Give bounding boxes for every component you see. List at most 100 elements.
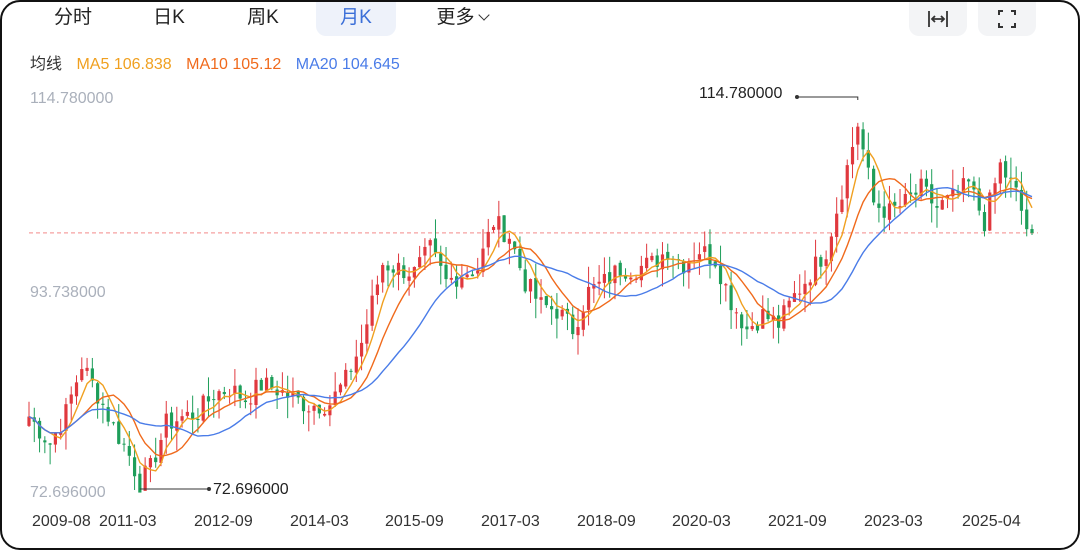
candle bbox=[613, 264, 617, 300]
candle bbox=[761, 295, 765, 329]
candle bbox=[951, 169, 955, 212]
candle bbox=[27, 401, 31, 427]
tab-label: 分时 bbox=[53, 7, 92, 28]
ma-legend-title: 均线 bbox=[30, 56, 63, 73]
candle bbox=[476, 257, 480, 279]
candle bbox=[861, 122, 865, 162]
candle bbox=[491, 224, 496, 233]
candle bbox=[740, 311, 744, 346]
candle bbox=[191, 395, 195, 435]
candle bbox=[412, 266, 416, 288]
ma20-line bbox=[28, 186, 1033, 437]
candle bbox=[544, 295, 548, 308]
candle bbox=[85, 357, 89, 377]
fullscreen-button[interactable] bbox=[978, 2, 1036, 36]
candle bbox=[718, 245, 723, 305]
candle bbox=[808, 279, 812, 306]
x-tick-label: 2011-03 bbox=[99, 513, 157, 530]
max-price-label: 114.780000 bbox=[699, 85, 783, 102]
ma10-value: MA10 105.12 bbox=[186, 56, 282, 73]
tab-label: 周K bbox=[247, 7, 279, 28]
tab-more[interactable]: 更多 bbox=[422, 2, 502, 36]
tab-weekly-k[interactable]: 周K bbox=[228, 2, 298, 36]
candle bbox=[117, 404, 121, 445]
candle bbox=[254, 367, 258, 419]
candle bbox=[111, 421, 116, 426]
candle bbox=[908, 173, 913, 203]
candle bbox=[132, 444, 137, 490]
candle bbox=[872, 165, 876, 206]
candle bbox=[856, 122, 860, 161]
candle bbox=[454, 264, 459, 299]
max-leader-dot bbox=[795, 95, 799, 99]
candle bbox=[317, 404, 321, 419]
x-tick-label: 2009-08 bbox=[32, 513, 91, 530]
tab-label: 月K bbox=[340, 7, 372, 28]
candle bbox=[581, 305, 585, 337]
candle bbox=[597, 265, 601, 296]
x-tick-label: 2021-09 bbox=[768, 513, 827, 530]
fullscreen-icon bbox=[998, 10, 1016, 28]
candle bbox=[375, 275, 380, 305]
candle bbox=[819, 254, 823, 279]
period-tabs: 分时 日K 周K 月K 更多 bbox=[2, 2, 1078, 40]
candle bbox=[433, 219, 438, 258]
candle bbox=[175, 406, 179, 451]
fit-width-button[interactable] bbox=[909, 2, 967, 36]
candle bbox=[259, 377, 263, 391]
candle bbox=[777, 304, 781, 344]
candle bbox=[703, 231, 707, 261]
candle bbox=[138, 465, 142, 493]
candle bbox=[550, 295, 554, 325]
candle bbox=[48, 442, 52, 465]
candle bbox=[755, 321, 760, 334]
candle bbox=[37, 417, 42, 453]
candle bbox=[866, 132, 870, 180]
candle bbox=[359, 324, 364, 371]
candle bbox=[418, 245, 422, 268]
candle bbox=[148, 455, 153, 483]
candle bbox=[766, 298, 770, 322]
candle bbox=[238, 384, 242, 409]
x-tick-label: 2017-03 bbox=[481, 513, 540, 530]
candle bbox=[333, 372, 337, 407]
ma5-value: MA5 106.838 bbox=[76, 56, 172, 73]
ma-legend: 均线 MA5 106.838 MA10 105.12 MA20 104.645 bbox=[30, 50, 410, 74]
candle bbox=[914, 183, 918, 208]
candle bbox=[1019, 171, 1024, 225]
candle bbox=[660, 242, 665, 287]
candle bbox=[159, 433, 163, 467]
candle bbox=[217, 389, 221, 419]
candle bbox=[528, 278, 533, 304]
tab-daily-k[interactable]: 日K bbox=[134, 2, 204, 36]
tab-intraday[interactable]: 分时 bbox=[38, 2, 108, 36]
candle bbox=[555, 293, 559, 339]
candle bbox=[365, 309, 369, 354]
candle bbox=[106, 398, 110, 427]
candle bbox=[655, 248, 659, 278]
candle bbox=[264, 368, 269, 391]
candle bbox=[428, 238, 432, 266]
tab-label: 日K bbox=[153, 7, 185, 28]
candle bbox=[154, 437, 158, 468]
candle bbox=[64, 397, 68, 450]
x-tick-label: 2015-09 bbox=[385, 513, 444, 530]
candle bbox=[534, 263, 538, 319]
candle bbox=[697, 242, 702, 275]
fit-width-icon bbox=[928, 11, 948, 27]
candle bbox=[924, 170, 929, 197]
candle bbox=[829, 232, 833, 272]
ma5-line bbox=[28, 149, 1033, 472]
candle bbox=[439, 245, 443, 285]
candle bbox=[919, 169, 923, 200]
candle bbox=[280, 372, 284, 397]
tab-monthly-k[interactable]: 月K bbox=[316, 2, 396, 36]
candle bbox=[312, 402, 316, 425]
candle bbox=[850, 127, 855, 179]
candle bbox=[734, 307, 738, 329]
candle bbox=[349, 368, 353, 380]
candle bbox=[586, 266, 591, 326]
y-tick-label: 114.780000 bbox=[30, 90, 114, 107]
